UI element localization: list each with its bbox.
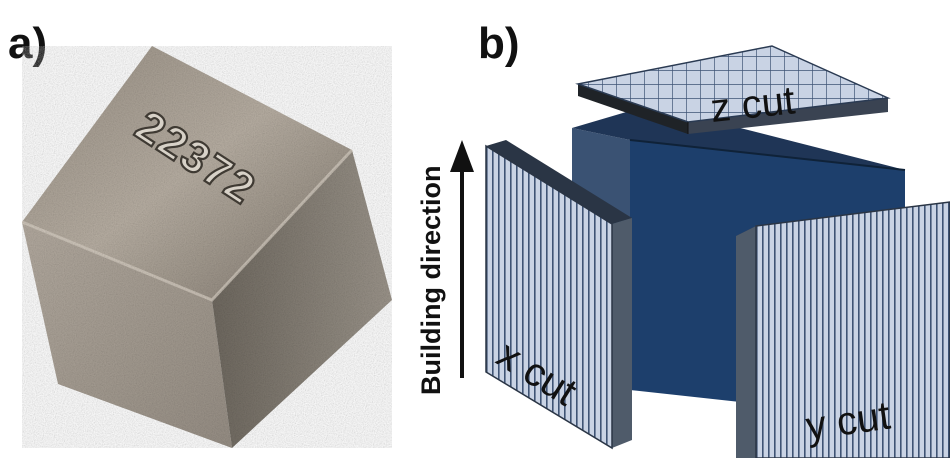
- z-cut-plate: [575, 45, 891, 134]
- printed-cube-photo: [21, 46, 392, 448]
- panel-b-label: b): [478, 19, 520, 68]
- x-cut-plate-face: [485, 144, 613, 450]
- y-cut-plate-face: [755, 201, 950, 458]
- cube-photo-right-face: [212, 150, 392, 448]
- cube-photo-left-face: [22, 222, 232, 448]
- panel-a-label: a): [8, 19, 47, 68]
- z-cut-label: z cut: [708, 78, 797, 131]
- z-cut-plate-top: [575, 45, 891, 123]
- y-cut-plate: [736, 201, 950, 458]
- building-direction-arrow: [450, 140, 474, 378]
- x-cut-plate: [485, 140, 632, 450]
- building-direction-label: Building direction: [416, 166, 446, 396]
